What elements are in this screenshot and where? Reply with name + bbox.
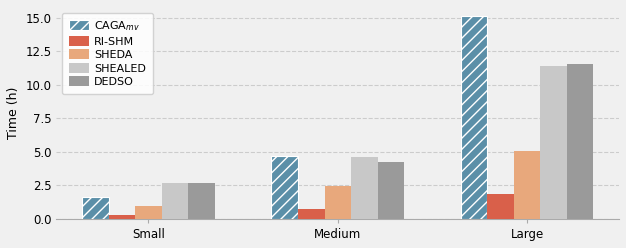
Bar — [488, 193, 514, 219]
Bar — [567, 64, 593, 219]
Bar — [351, 156, 377, 219]
Y-axis label: Time (h): Time (h) — [7, 87, 20, 139]
Bar — [162, 184, 188, 219]
Bar — [188, 184, 215, 219]
Bar — [298, 209, 324, 219]
Bar — [82, 197, 108, 219]
Legend: CAGA$_{mv}$, RI-SHM, SHEDA, SHEALED, DEDSO: CAGA$_{mv}$, RI-SHM, SHEDA, SHEALED, DED… — [62, 12, 153, 94]
Bar — [540, 66, 567, 219]
Bar — [461, 16, 488, 219]
Bar — [135, 206, 162, 219]
Bar — [514, 151, 540, 219]
Bar — [324, 186, 351, 219]
Bar — [272, 156, 298, 219]
Bar — [108, 215, 135, 219]
Bar — [377, 162, 404, 219]
